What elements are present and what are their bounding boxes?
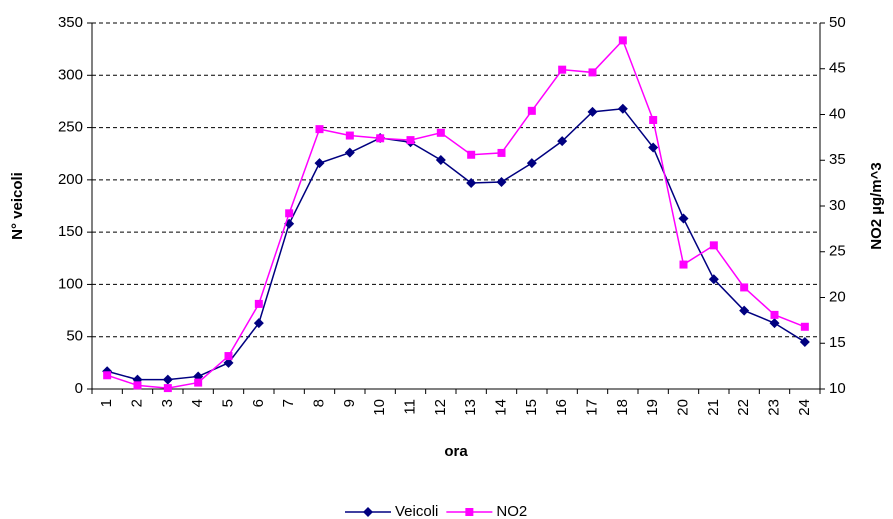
x-axis-title: ora [444, 443, 468, 460]
x-tick-label: 17 [583, 399, 600, 416]
x-tick-label: 20 [674, 399, 691, 416]
marker [194, 378, 203, 387]
y-tick-label: 250 [58, 119, 83, 136]
y-tick-label: 150 [58, 223, 83, 240]
marker [436, 128, 445, 137]
marker [708, 274, 719, 285]
x-tick-label: 1 [98, 399, 115, 407]
marker [223, 357, 234, 368]
x-tick-label: 3 [159, 399, 176, 407]
marker [769, 318, 780, 329]
x-tick-label: 11 [401, 399, 418, 415]
y-tick-label: 300 [58, 66, 83, 83]
marker [435, 154, 446, 165]
x-tick-label: 2 [128, 399, 145, 407]
x-tick-label: 19 [644, 399, 661, 416]
y2-tick-label: 20 [829, 288, 846, 305]
y2-tick-label: 25 [829, 243, 846, 260]
y2-tick-label: 45 [829, 60, 846, 77]
marker [315, 125, 324, 134]
y2-tick-label: 35 [829, 151, 846, 168]
x-tick-label: 24 [796, 399, 813, 416]
marker [314, 158, 325, 169]
marker [709, 241, 718, 250]
series-line [106, 107, 806, 381]
x-tick-label: 22 [735, 399, 752, 416]
x-tick-label: 16 [553, 399, 570, 416]
marker [224, 352, 233, 361]
x-tick-label: 12 [432, 399, 449, 416]
x-tick-label: 8 [310, 399, 327, 407]
x-tick-label: 13 [462, 399, 479, 416]
marker [162, 374, 173, 385]
y-axis-title: N° veicoli [9, 172, 26, 240]
marker [800, 322, 809, 331]
marker [133, 381, 142, 390]
y2-tick-label: 50 [829, 14, 846, 31]
marker [496, 176, 507, 187]
marker [618, 36, 627, 45]
marker [526, 158, 537, 169]
marker [103, 371, 112, 380]
y2-tick-label: 40 [829, 105, 846, 122]
x-tick-label: 10 [371, 399, 388, 416]
y2-tick-label: 10 [829, 380, 846, 397]
marker [557, 136, 568, 147]
x-tick-label: 4 [189, 399, 206, 407]
marker [254, 299, 263, 308]
marker [678, 213, 689, 224]
marker [285, 209, 294, 218]
marker [649, 115, 658, 124]
x-tick-label: 9 [341, 399, 358, 407]
marker [466, 177, 477, 188]
marker [799, 336, 810, 347]
marker [679, 260, 688, 269]
x-tick-label: 6 [250, 399, 267, 407]
y-tick-label: 200 [58, 171, 83, 188]
y2-tick-label: 30 [829, 197, 846, 214]
marker [344, 147, 355, 158]
legend-marker [465, 508, 474, 516]
marker [406, 136, 415, 145]
marker [467, 150, 476, 159]
marker [617, 103, 628, 114]
marker [770, 310, 779, 319]
y-tick-label: 50 [66, 328, 83, 345]
marker [497, 148, 506, 157]
series-line [106, 39, 806, 389]
marker [163, 384, 172, 393]
y2-tick-label: 15 [829, 334, 846, 351]
x-tick-label: 23 [765, 399, 782, 416]
marker [527, 106, 536, 115]
x-tick-label: 5 [219, 399, 236, 407]
legend-marker [363, 507, 373, 517]
marker [253, 318, 264, 329]
legend-label: Veicoli [395, 503, 438, 519]
marker [587, 106, 598, 117]
marker [558, 65, 567, 74]
legend-label: NO2 [496, 503, 527, 519]
x-tick-label: 21 [705, 399, 722, 416]
marker [740, 283, 749, 292]
y-tick-label: 350 [58, 14, 83, 31]
marker [345, 131, 354, 140]
marker [376, 134, 385, 143]
x-tick-label: 15 [523, 399, 540, 416]
marker [648, 142, 659, 153]
x-tick-label: 7 [280, 399, 297, 407]
y2-axis-title: NO2 µg/m^3 [868, 162, 885, 249]
x-tick-label: 18 [614, 399, 631, 416]
marker [739, 305, 750, 316]
y-tick-label: 0 [75, 380, 83, 397]
x-tick-label: 14 [492, 399, 509, 416]
marker [588, 68, 597, 77]
y-tick-label: 100 [58, 275, 83, 292]
